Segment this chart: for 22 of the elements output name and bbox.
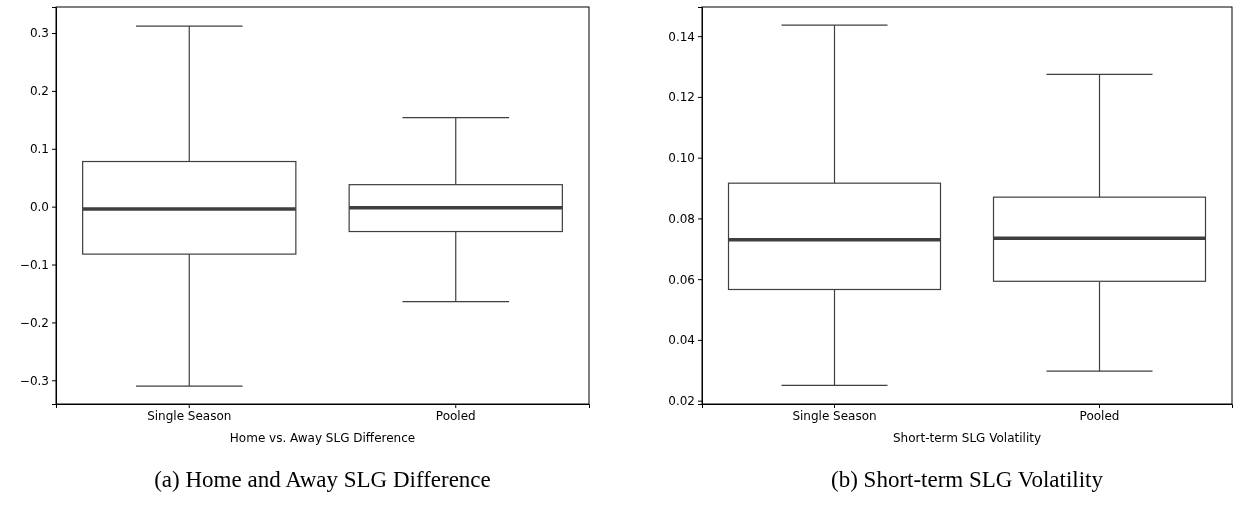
y-tick-label: 0.14 (668, 29, 695, 44)
y-tick-label: 0.04 (668, 333, 695, 348)
y-tick-label: 0.02 (668, 394, 695, 408)
text: (a) Home and Away SLG Difference (154, 467, 491, 492)
y-tick-label: 0.2 (29, 84, 49, 99)
y-tick-label: 0.3 (29, 26, 49, 41)
text: (b) Short-term SLG Volatility (831, 467, 1104, 492)
y-tick-label: 0.08 (668, 211, 695, 226)
y-tick-label: 0.06 (668, 272, 695, 287)
x-tick-label: Single Season (147, 408, 232, 423)
y-tick-label: 0.1 (29, 142, 49, 157)
x-axis-title: Short-term SLG Volatility (892, 431, 1042, 445)
y-tick-label: 0.0 (29, 200, 49, 214)
y-tick-label: 0.12 (668, 90, 695, 105)
y-tick-label: −0.1 (19, 257, 49, 272)
x-tick-label: Pooled (435, 408, 476, 423)
y-tick-label: −0.3 (19, 373, 49, 388)
x-tick-label: Pooled (1079, 408, 1120, 423)
y-tick-label: 0.10 (668, 151, 695, 165)
x-axis-title: Home vs. Away SLG Difference (229, 431, 416, 445)
x-tick-label: Single Season (792, 408, 877, 423)
y-tick-label: −0.2 (19, 315, 49, 330)
